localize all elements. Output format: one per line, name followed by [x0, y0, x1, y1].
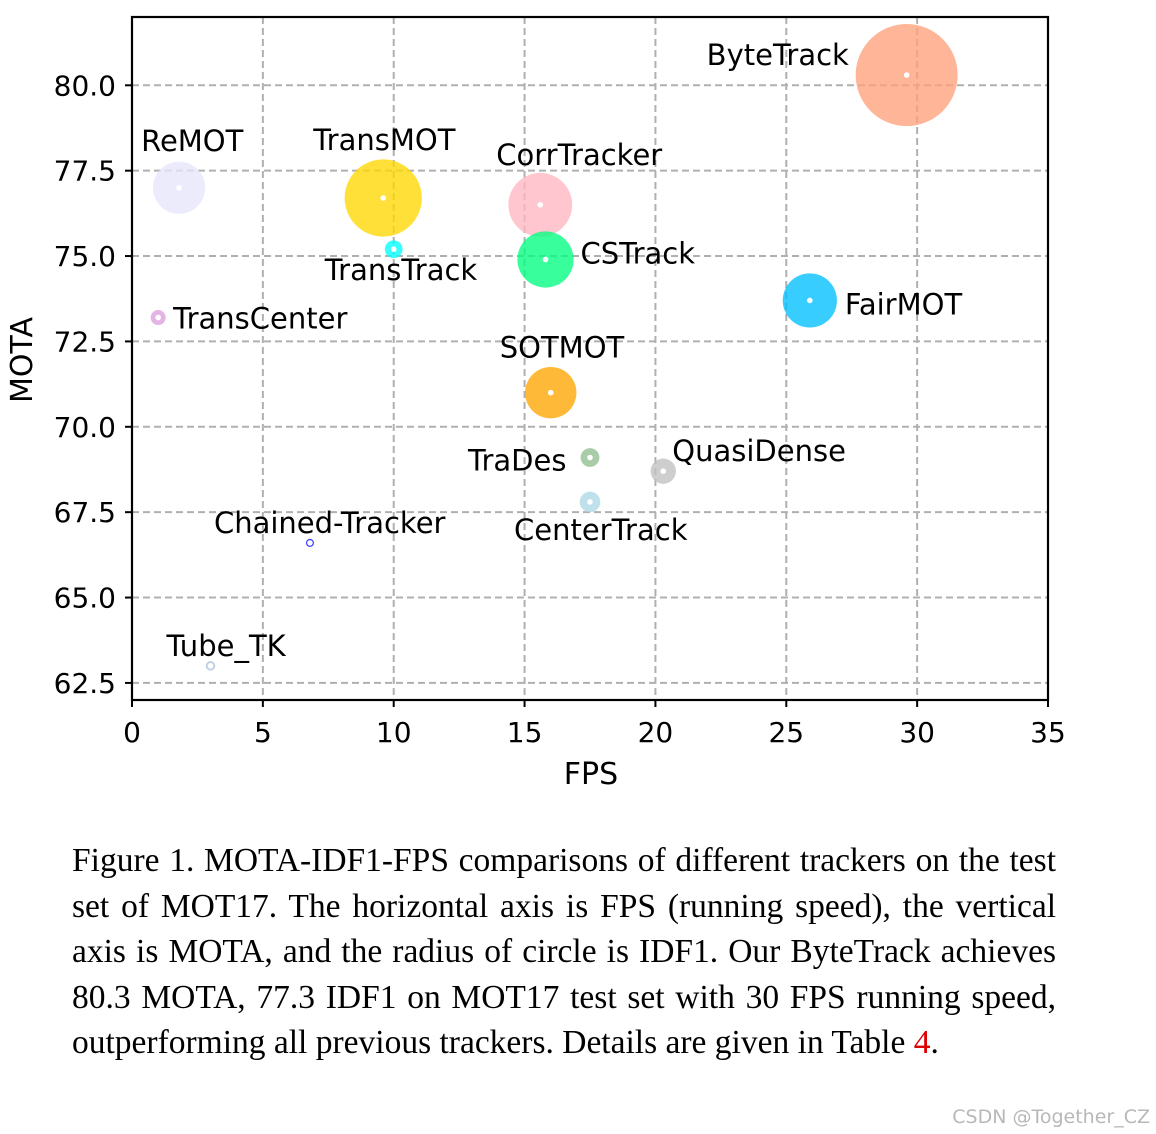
x-tick-label: 25 — [768, 716, 804, 749]
bubble-center-remot — [176, 184, 182, 191]
caption-text: Figure 1. MOTA-IDF1-FPS comparisons of d… — [72, 842, 1056, 1062]
point-labels: ByteTrack ReMOT TransMOT CorrTracker TransTr… — [141, 38, 962, 663]
bubble-center-trades — [587, 454, 593, 461]
x-tick-label: 5 — [254, 716, 272, 749]
bubble-center-cstrack — [542, 256, 549, 263]
caption-end: . — [930, 1024, 939, 1062]
label-quasidense: QuasiDense — [672, 434, 846, 468]
y-tick-label: 77.5 — [54, 155, 116, 188]
label-transcenter: TransCenter — [172, 302, 347, 336]
x-axis-label: FPS — [564, 757, 618, 792]
bubble-center-centertrack — [587, 499, 593, 505]
y-tick-label: 80.0 — [54, 69, 116, 102]
label-cstrack: CSTrack — [581, 236, 696, 270]
x-tick-label: 0 — [123, 716, 141, 749]
y-tick-label: 67.5 — [54, 496, 116, 529]
watermark: CSDN @Together_CZ — [952, 1106, 1150, 1128]
label-fairmot: FairMOT — [845, 287, 963, 321]
y-axis-label: MOTA — [5, 317, 40, 403]
bubble-center-sotmot — [547, 389, 554, 396]
x-tick-label: 10 — [376, 716, 412, 749]
bubble-center-chained-tracker — [307, 540, 313, 546]
y-tick-label: 70.0 — [54, 411, 116, 444]
bubble-center-fairmot — [807, 297, 813, 304]
x-tick-label: 35 — [1030, 716, 1066, 749]
y-tick-label: 75.0 — [54, 240, 116, 273]
mota-fps-bubble-chart: ByteTrack ReMOT TransMOT CorrTracker TransTr… — [5, 15, 1066, 792]
x-tick-label: 15 — [507, 716, 543, 749]
label-remot: ReMOT — [141, 124, 244, 158]
y-tick-label: 65.0 — [54, 582, 116, 615]
label-chained-tracker: Chained-Tracker — [214, 506, 446, 540]
ticks: 0 5 10 15 20 25 30 35 62.5 65.0 67.5 70.0 72.5 75.0 77… — [54, 69, 1066, 749]
label-corrtracker: CorrTracker — [496, 138, 662, 172]
y-tick-label: 62.5 — [54, 667, 116, 700]
data-points — [150, 24, 958, 671]
bubble-center-transtrack — [390, 246, 397, 253]
label-sotmot: SOTMOT — [500, 331, 625, 365]
x-tick-label: 30 — [899, 716, 935, 749]
bubble-center-corrtracker — [537, 202, 544, 208]
label-bytetrack: ByteTrack — [707, 38, 849, 72]
table-reference-link[interactable]: 4 — [913, 1024, 931, 1062]
label-centertrack: CenterTrack — [514, 513, 688, 547]
bubble-center-tube-tk — [207, 663, 214, 669]
label-transtrack: TransTrack — [324, 253, 478, 287]
figure-caption: Figure 1. MOTA-IDF1-FPS comparisons of d… — [72, 838, 1056, 1066]
bubble-center-transcenter — [155, 314, 161, 321]
bubble-center-bytetrack — [903, 72, 910, 78]
x-tick-label: 20 — [638, 716, 674, 749]
label-transmot: TransMOT — [312, 123, 455, 157]
bubble-center-quasidense — [660, 468, 667, 474]
y-tick-label: 72.5 — [54, 325, 116, 358]
bubble-center-transmot — [380, 195, 387, 201]
plot-frame — [130, 15, 1050, 702]
label-tube-tk: Tube_TK — [166, 629, 287, 663]
label-trades: TraDes — [467, 444, 566, 478]
